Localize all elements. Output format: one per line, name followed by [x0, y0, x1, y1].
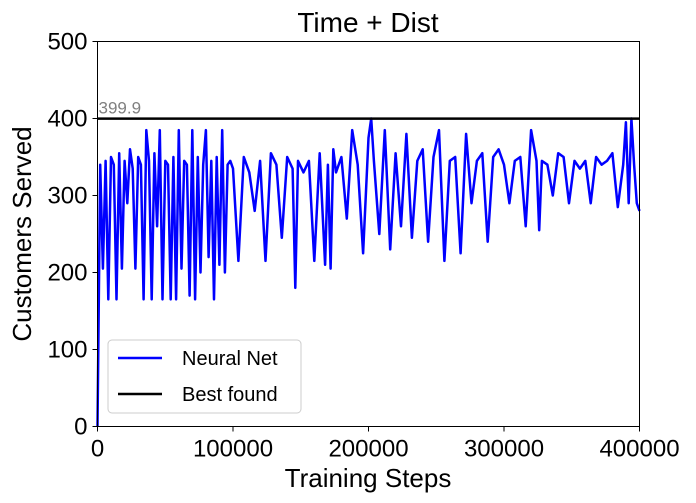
y-tick-label: 300 [47, 183, 87, 210]
y-tick-label: 0 [74, 414, 87, 441]
y-tick-label: 100 [47, 337, 87, 364]
legend-label-best-found: Best found [182, 384, 278, 406]
best-value-annotation: 399.9 [99, 99, 142, 118]
y-tick-label: 400 [47, 106, 87, 133]
y-axis: 0 100 200 300 400 500 [47, 29, 98, 441]
series-line-neural-net [96, 117, 641, 427]
x-tick-label: 300000 [464, 436, 544, 463]
series-layer [96, 117, 641, 427]
y-tick-label: 500 [47, 29, 87, 56]
x-axis-label: Training Steps [285, 463, 452, 493]
legend: Neural Net Best found [107, 339, 302, 414]
x-tick-label: 200000 [328, 436, 408, 463]
x-axis: 0 100000 200000 300000 400000 [91, 426, 680, 463]
x-tick-label: 0 [91, 436, 104, 463]
x-tick-label: 100000 [193, 436, 273, 463]
y-axis-label: Customers Served [7, 126, 37, 341]
legend-label-neural-net: Neural Net [182, 348, 278, 370]
y-tick-label: 200 [47, 260, 87, 287]
x-tick-label: 400000 [599, 436, 679, 463]
chart-title: Time + Dist [297, 7, 439, 38]
